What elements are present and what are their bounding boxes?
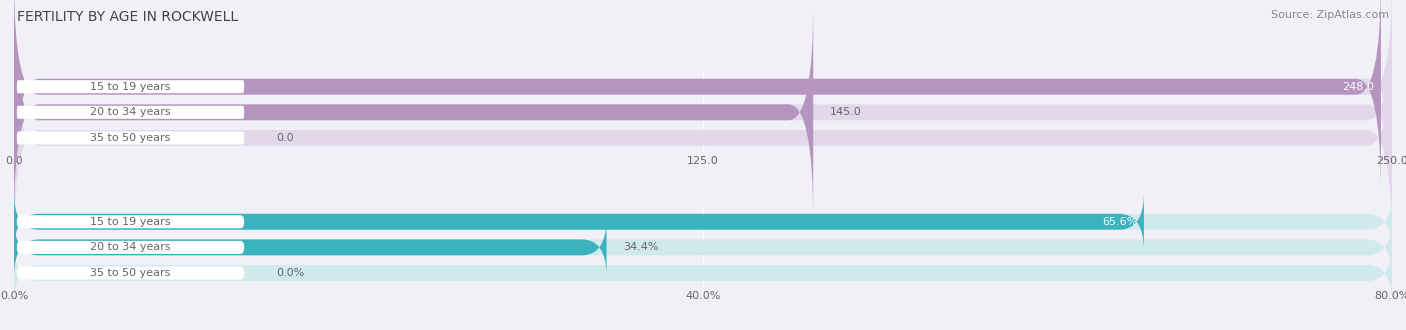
Text: 15 to 19 years: 15 to 19 years — [90, 217, 170, 227]
Text: 20 to 34 years: 20 to 34 years — [90, 242, 170, 252]
Text: 65.6%: 65.6% — [1102, 217, 1137, 227]
FancyBboxPatch shape — [14, 244, 1392, 302]
FancyBboxPatch shape — [17, 215, 245, 228]
Text: 0.0: 0.0 — [276, 133, 294, 143]
Text: 34.4%: 34.4% — [623, 242, 658, 252]
FancyBboxPatch shape — [14, 0, 1381, 194]
FancyBboxPatch shape — [14, 218, 606, 276]
FancyBboxPatch shape — [17, 80, 245, 93]
FancyBboxPatch shape — [14, 5, 813, 220]
Text: Source: ZipAtlas.com: Source: ZipAtlas.com — [1271, 10, 1389, 20]
Text: FERTILITY BY AGE IN ROCKWELL: FERTILITY BY AGE IN ROCKWELL — [17, 10, 238, 24]
FancyBboxPatch shape — [17, 131, 245, 145]
Text: 15 to 19 years: 15 to 19 years — [90, 82, 170, 92]
FancyBboxPatch shape — [14, 193, 1392, 251]
Text: 248.0: 248.0 — [1343, 82, 1374, 92]
Text: 145.0: 145.0 — [830, 107, 862, 117]
Text: 35 to 50 years: 35 to 50 years — [90, 268, 170, 278]
FancyBboxPatch shape — [14, 31, 1392, 245]
FancyBboxPatch shape — [17, 267, 245, 280]
FancyBboxPatch shape — [14, 218, 1392, 276]
FancyBboxPatch shape — [14, 5, 1392, 220]
FancyBboxPatch shape — [17, 106, 245, 119]
Text: 35 to 50 years: 35 to 50 years — [90, 133, 170, 143]
Text: 0.0%: 0.0% — [276, 268, 304, 278]
FancyBboxPatch shape — [14, 0, 1392, 194]
FancyBboxPatch shape — [14, 193, 1144, 251]
Text: 20 to 34 years: 20 to 34 years — [90, 107, 170, 117]
FancyBboxPatch shape — [17, 241, 245, 254]
